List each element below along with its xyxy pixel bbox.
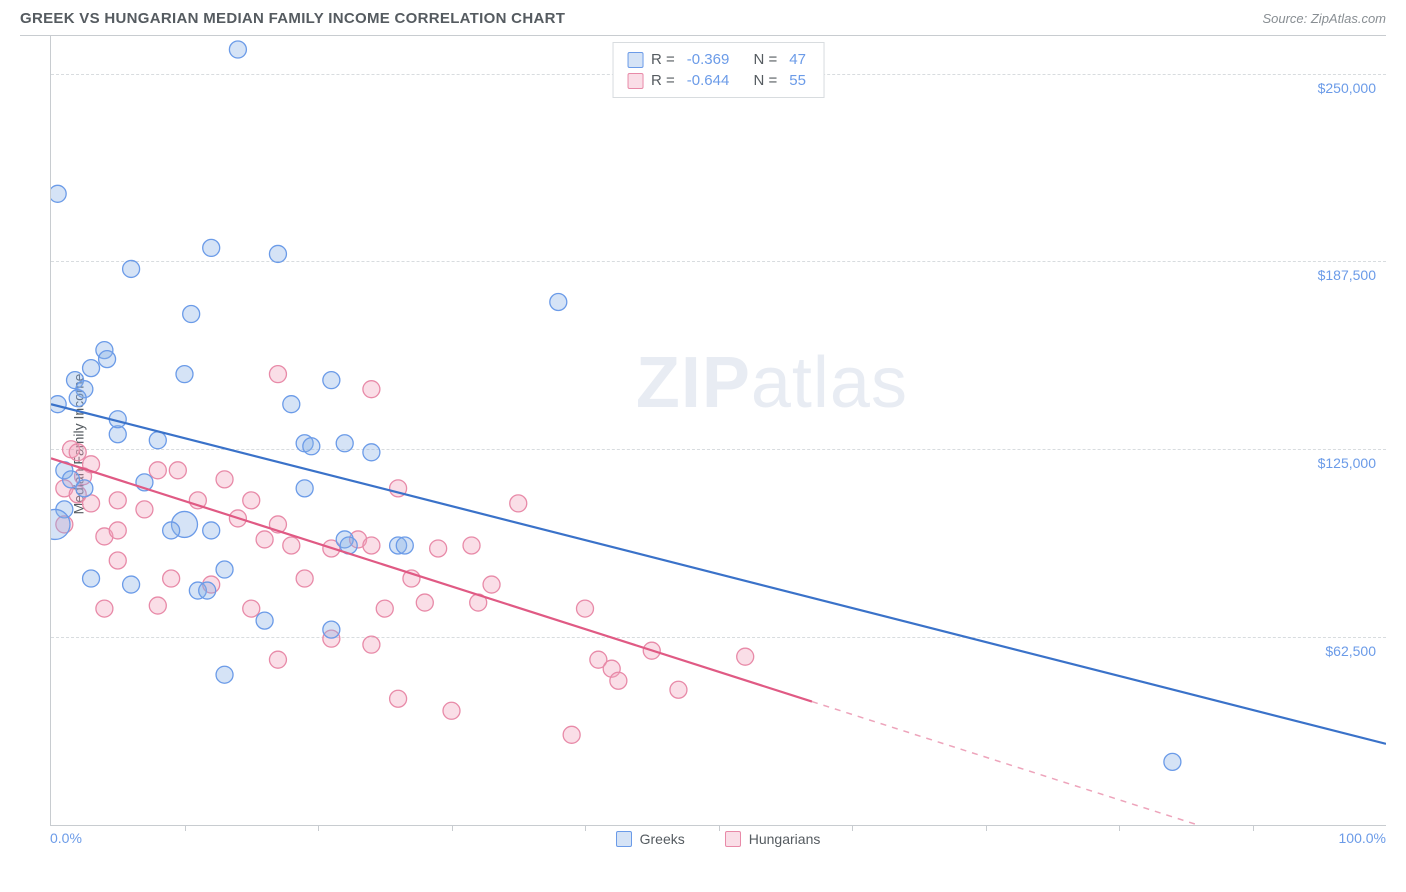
data-point-hungarians bbox=[169, 462, 186, 479]
legend-label-greeks: Greeks bbox=[640, 831, 685, 847]
data-point-hungarians bbox=[216, 471, 233, 488]
chart-header: GREEK VS HUNGARIAN MEDIAN FAMILY INCOME … bbox=[0, 0, 1406, 35]
data-point-hungarians bbox=[363, 636, 380, 653]
data-point-hungarians bbox=[256, 531, 273, 548]
data-point-greeks bbox=[199, 582, 216, 599]
data-point-hungarians bbox=[483, 576, 500, 593]
data-point-hungarians bbox=[69, 444, 86, 461]
data-point-greeks bbox=[123, 260, 140, 277]
chart-title: GREEK VS HUNGARIAN MEDIAN FAMILY INCOME … bbox=[20, 10, 565, 27]
data-point-greeks bbox=[363, 444, 380, 461]
data-point-hungarians bbox=[577, 600, 594, 617]
swatch-greeks-icon bbox=[616, 831, 632, 847]
data-point-hungarians bbox=[109, 552, 126, 569]
legend-label-hungarians: Hungarians bbox=[749, 831, 821, 847]
stats-legend: R = -0.369 N = 47 R = -0.644 N = 55 bbox=[612, 42, 825, 98]
data-point-hungarians bbox=[163, 570, 180, 587]
series-legend: Greeks Hungarians bbox=[616, 831, 821, 847]
data-point-greeks bbox=[336, 435, 353, 452]
plot-area: ZIPatlas R = -0.369 N = 47 R = -0.644 N … bbox=[50, 36, 1386, 826]
data-point-greeks bbox=[69, 390, 86, 407]
r-value-hungarians: -0.644 bbox=[687, 72, 730, 89]
r-value-greeks: -0.369 bbox=[687, 51, 730, 68]
scatter-svg bbox=[51, 36, 1386, 825]
data-point-hungarians bbox=[737, 648, 754, 665]
legend-item-hungarians: Hungarians bbox=[725, 831, 821, 847]
data-point-greeks bbox=[1164, 753, 1181, 770]
data-point-hungarians bbox=[363, 381, 380, 398]
data-point-hungarians bbox=[416, 594, 433, 611]
data-point-greeks bbox=[76, 480, 93, 497]
r-label: R = bbox=[651, 51, 675, 68]
data-point-hungarians bbox=[149, 462, 166, 479]
stats-row-greeks: R = -0.369 N = 47 bbox=[627, 49, 810, 70]
data-point-greeks bbox=[163, 522, 180, 539]
n-label: N = bbox=[754, 72, 778, 89]
data-point-hungarians bbox=[670, 681, 687, 698]
n-value-hungarians: 55 bbox=[789, 72, 806, 89]
data-point-greeks bbox=[256, 612, 273, 629]
data-point-greeks bbox=[83, 360, 100, 377]
data-point-greeks bbox=[83, 570, 100, 587]
x-max-label: 100.0% bbox=[1339, 830, 1386, 846]
data-point-hungarians bbox=[243, 600, 260, 617]
data-point-greeks bbox=[283, 396, 300, 413]
data-point-hungarians bbox=[296, 570, 313, 587]
data-point-hungarians bbox=[96, 600, 113, 617]
data-point-greeks bbox=[323, 372, 340, 389]
data-point-hungarians bbox=[563, 726, 580, 743]
data-point-greeks bbox=[149, 432, 166, 449]
data-point-greeks bbox=[176, 366, 193, 383]
data-point-hungarians bbox=[463, 537, 480, 554]
chart-container: Median Family Income ZIPatlas R = -0.369… bbox=[20, 35, 1386, 852]
data-point-hungarians bbox=[283, 537, 300, 554]
data-point-hungarians bbox=[149, 597, 166, 614]
swatch-hungarians-icon bbox=[627, 73, 643, 89]
data-point-hungarians bbox=[269, 651, 286, 668]
data-point-hungarians bbox=[269, 366, 286, 383]
data-point-hungarians bbox=[443, 702, 460, 719]
legend-item-greeks: Greeks bbox=[616, 831, 685, 847]
stats-row-hungarians: R = -0.644 N = 55 bbox=[627, 70, 810, 91]
swatch-hungarians-icon bbox=[725, 831, 741, 847]
data-point-hungarians bbox=[430, 540, 447, 557]
data-point-hungarians bbox=[363, 537, 380, 554]
data-point-greeks bbox=[396, 537, 413, 554]
data-point-hungarians bbox=[376, 600, 393, 617]
data-point-hungarians bbox=[243, 492, 260, 509]
trend-line-dashed-hungarians bbox=[812, 702, 1386, 825]
data-point-hungarians bbox=[510, 495, 527, 512]
data-point-greeks bbox=[216, 561, 233, 578]
data-point-greeks bbox=[296, 480, 313, 497]
data-point-greeks bbox=[216, 666, 233, 683]
data-point-greeks bbox=[123, 576, 140, 593]
data-point-hungarians bbox=[610, 672, 627, 689]
data-point-greeks bbox=[203, 522, 220, 539]
trend-line-greeks bbox=[51, 404, 1386, 744]
data-point-greeks bbox=[99, 351, 116, 368]
n-value-greeks: 47 bbox=[789, 51, 806, 68]
x-axis-row: 0.0% Greeks Hungarians 100.0% bbox=[50, 826, 1386, 852]
swatch-greeks-icon bbox=[627, 52, 643, 68]
x-min-label: 0.0% bbox=[50, 830, 82, 846]
source-attribution: Source: ZipAtlas.com bbox=[1262, 11, 1386, 26]
data-point-hungarians bbox=[109, 492, 126, 509]
n-label: N = bbox=[754, 51, 778, 68]
data-point-greeks bbox=[51, 185, 66, 202]
data-point-hungarians bbox=[109, 522, 126, 539]
r-label: R = bbox=[651, 72, 675, 89]
data-point-greeks bbox=[269, 245, 286, 262]
data-point-greeks bbox=[323, 621, 340, 638]
data-point-hungarians bbox=[136, 501, 153, 518]
data-point-greeks bbox=[303, 438, 320, 455]
data-point-hungarians bbox=[390, 690, 407, 707]
data-point-greeks bbox=[183, 306, 200, 323]
data-point-greeks bbox=[203, 239, 220, 256]
data-point-greeks bbox=[229, 41, 246, 58]
data-point-greeks bbox=[550, 294, 567, 311]
